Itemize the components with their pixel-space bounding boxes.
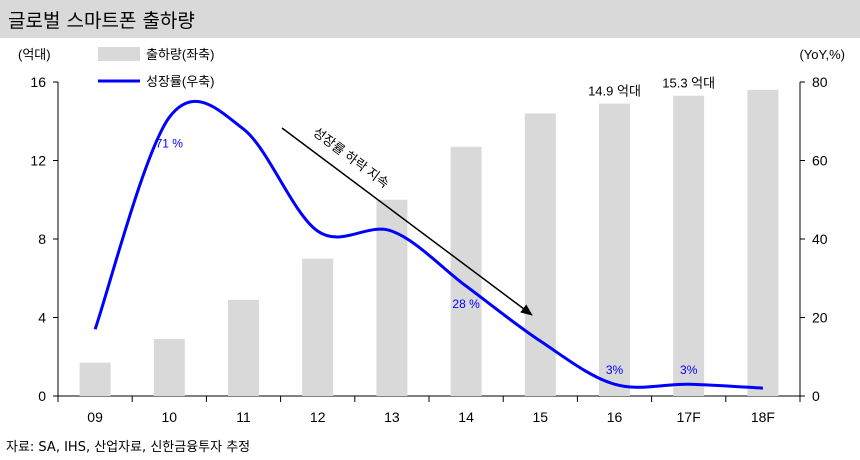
bar: [302, 258, 334, 396]
page-title: 글로벌 스마트폰 출하량: [8, 10, 195, 32]
line-growth: [93, 99, 764, 390]
bar: [79, 362, 111, 396]
bar: [747, 89, 779, 396]
growth-line: [93, 99, 763, 390]
bar: [673, 95, 705, 397]
source-note: 자료: SA, IHS, 산업자료, 신한금융투자 추정: [6, 440, 251, 455]
x-tick-label: 11: [236, 409, 251, 425]
y-left-tick-label: 0: [38, 388, 46, 404]
x-tick-label: 13: [384, 409, 400, 425]
x-tick-label: 12: [310, 409, 326, 425]
legend-label-bar: 출하량(좌축): [146, 47, 214, 62]
line-value-label: 3%: [606, 363, 624, 377]
x-tick-label: 09: [87, 409, 103, 425]
line-value-label: 71 %: [156, 136, 184, 150]
y-right-tick-label: 20: [812, 310, 828, 326]
x-tick-label: 10: [162, 409, 178, 425]
y-right-tick-label: 40: [812, 231, 828, 247]
y-left-axis-label: (억대): [18, 47, 51, 62]
y-left-tick-label: 16: [30, 74, 46, 90]
bar: [450, 146, 482, 396]
line-value-label: 3%: [680, 363, 698, 377]
legend-label-line: 성장률(우축): [146, 74, 214, 89]
x-tick-label: 17F: [677, 409, 701, 425]
axes: 0 4 8 12 16 0 20 40 60 80 09 10 11 12 13 14 15 16 17F 18F: [30, 74, 827, 425]
line-value-label: 28 %: [452, 297, 480, 311]
bar-value-label: 15.3 억대: [662, 76, 715, 91]
bar: [599, 103, 630, 397]
y-right-tick-label: 0: [812, 388, 820, 404]
bars-shipments: [79, 89, 779, 397]
x-tick-label: 16: [607, 409, 623, 425]
x-tick-label: 15: [533, 409, 549, 425]
y-right-tick-label: 60: [812, 153, 828, 169]
data-labels: 14.9 억대 15.3 억대 71 % 28 % 3% 3%: [156, 76, 716, 377]
y-right-tick-label: 80: [812, 74, 828, 90]
bar: [228, 299, 259, 396]
y-left-tick-label: 12: [30, 153, 46, 169]
y-right-axis-label: (YoY,%): [799, 47, 845, 62]
x-tick-label: 18F: [751, 409, 775, 425]
title-bar: 글로벌 스마트폰 출하량: [0, 0, 860, 38]
legend-swatch-bar: [98, 47, 140, 61]
bar-value-label: 14.9 억대: [588, 84, 641, 99]
legend: 출하량(좌축) 성장률(우축): [98, 47, 214, 89]
y-left-tick-label: 4: [38, 310, 46, 326]
trend-arrow: [281, 127, 533, 316]
bar: [153, 339, 185, 396]
bar: [524, 113, 556, 397]
y-left-tick-label: 8: [38, 231, 46, 247]
x-tick-label: 14: [458, 409, 474, 425]
